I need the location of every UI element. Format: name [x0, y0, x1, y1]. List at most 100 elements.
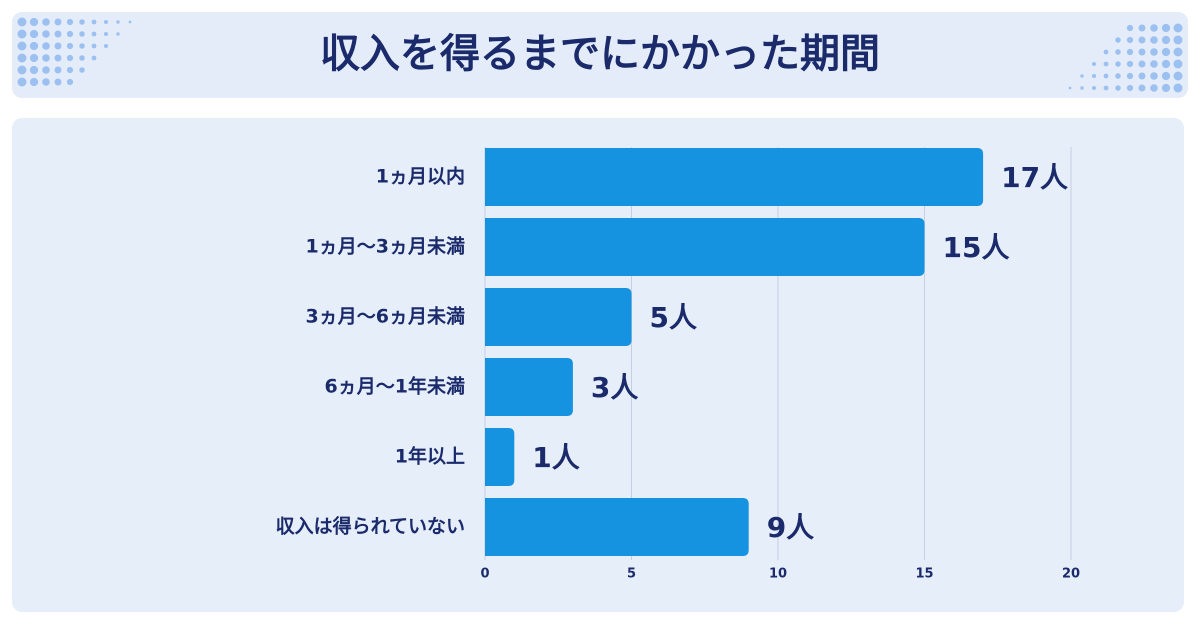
dot	[1173, 23, 1183, 33]
y-tick-label: 1年以上	[395, 445, 465, 468]
y-tick-label: 3ヵ月〜6ヵ月未満	[306, 305, 465, 328]
dot	[1161, 23, 1171, 33]
value-label: 17人	[1001, 161, 1068, 194]
chart-title: 収入を得るまでにかかった期間	[320, 31, 880, 77]
dot	[1126, 24, 1134, 32]
dot	[1126, 72, 1134, 80]
dot	[1080, 86, 1084, 90]
bar	[485, 428, 515, 486]
dot	[29, 77, 39, 87]
y-tick-label: 1ヵ月以内	[376, 165, 465, 188]
dot	[103, 43, 109, 49]
dot	[1126, 60, 1134, 68]
dot	[1150, 48, 1158, 56]
dot	[1173, 59, 1183, 69]
dot	[1150, 84, 1158, 92]
dot	[54, 42, 62, 50]
dot	[66, 30, 74, 38]
dot	[1091, 61, 1097, 67]
dot	[1115, 37, 1121, 43]
dot	[1103, 49, 1109, 55]
value-label: 5人	[650, 301, 697, 334]
dot	[1150, 24, 1158, 32]
dot	[66, 78, 74, 86]
dot	[17, 41, 27, 51]
dot	[1161, 83, 1171, 93]
dot	[116, 32, 120, 36]
dot	[103, 19, 109, 25]
dot	[79, 31, 85, 37]
dot	[42, 78, 50, 86]
dot	[1091, 85, 1097, 91]
dot	[1138, 72, 1146, 80]
title-panel	[12, 12, 1188, 98]
value-label: 15人	[943, 231, 1010, 264]
dot	[1138, 24, 1146, 32]
dot	[1173, 71, 1183, 81]
dot	[17, 65, 27, 75]
y-tick-label: 収入は得られていない	[276, 515, 465, 538]
dot	[79, 67, 85, 73]
dot	[1126, 84, 1134, 92]
dot	[91, 43, 97, 49]
dot	[1150, 36, 1158, 44]
dot	[1138, 48, 1146, 56]
dot	[1103, 85, 1109, 91]
dot	[66, 66, 74, 74]
dot	[1173, 47, 1183, 57]
dot	[1103, 73, 1109, 79]
dot	[91, 31, 97, 37]
dot	[1103, 61, 1109, 67]
dot	[79, 19, 85, 25]
dot	[1150, 72, 1158, 80]
dot	[66, 42, 74, 50]
x-tick-label: 0	[480, 567, 489, 582]
dot	[1115, 61, 1121, 67]
x-tick-label: 5	[627, 567, 636, 582]
y-tick-label: 1ヵ月〜3ヵ月未満	[306, 235, 465, 258]
dot	[42, 18, 50, 26]
dot	[42, 66, 50, 74]
dot	[66, 18, 74, 26]
value-label: 9人	[767, 511, 814, 544]
dot	[66, 54, 74, 62]
dot	[29, 29, 39, 39]
bar	[485, 498, 749, 556]
dot	[1115, 73, 1121, 79]
x-tick-label: 10	[769, 567, 787, 582]
dot	[79, 55, 85, 61]
dot	[1126, 48, 1134, 56]
decoration	[17, 17, 1183, 93]
dot	[1068, 86, 1072, 90]
dot	[42, 54, 50, 62]
dot	[79, 43, 85, 49]
dot	[29, 53, 39, 63]
dot	[17, 29, 27, 39]
dot	[1138, 84, 1146, 92]
dot	[1161, 71, 1171, 81]
dot	[91, 55, 97, 61]
dot	[54, 66, 62, 74]
dot	[128, 20, 132, 24]
dot	[1173, 83, 1183, 93]
dot	[29, 41, 39, 51]
value-label: 3人	[591, 371, 638, 404]
dot	[54, 54, 62, 62]
dot	[1091, 73, 1097, 79]
dot	[29, 17, 39, 27]
dot	[91, 19, 97, 25]
dot	[103, 31, 109, 37]
bar	[485, 358, 573, 416]
bar	[485, 148, 984, 206]
bar	[485, 218, 925, 276]
dot	[1138, 60, 1146, 68]
bar	[485, 288, 632, 346]
dot	[1173, 35, 1183, 45]
dot	[54, 18, 62, 26]
value-label: 1人	[532, 441, 579, 474]
dot	[1161, 35, 1171, 45]
dot	[42, 42, 50, 50]
dot	[29, 65, 39, 75]
dot	[54, 30, 62, 38]
